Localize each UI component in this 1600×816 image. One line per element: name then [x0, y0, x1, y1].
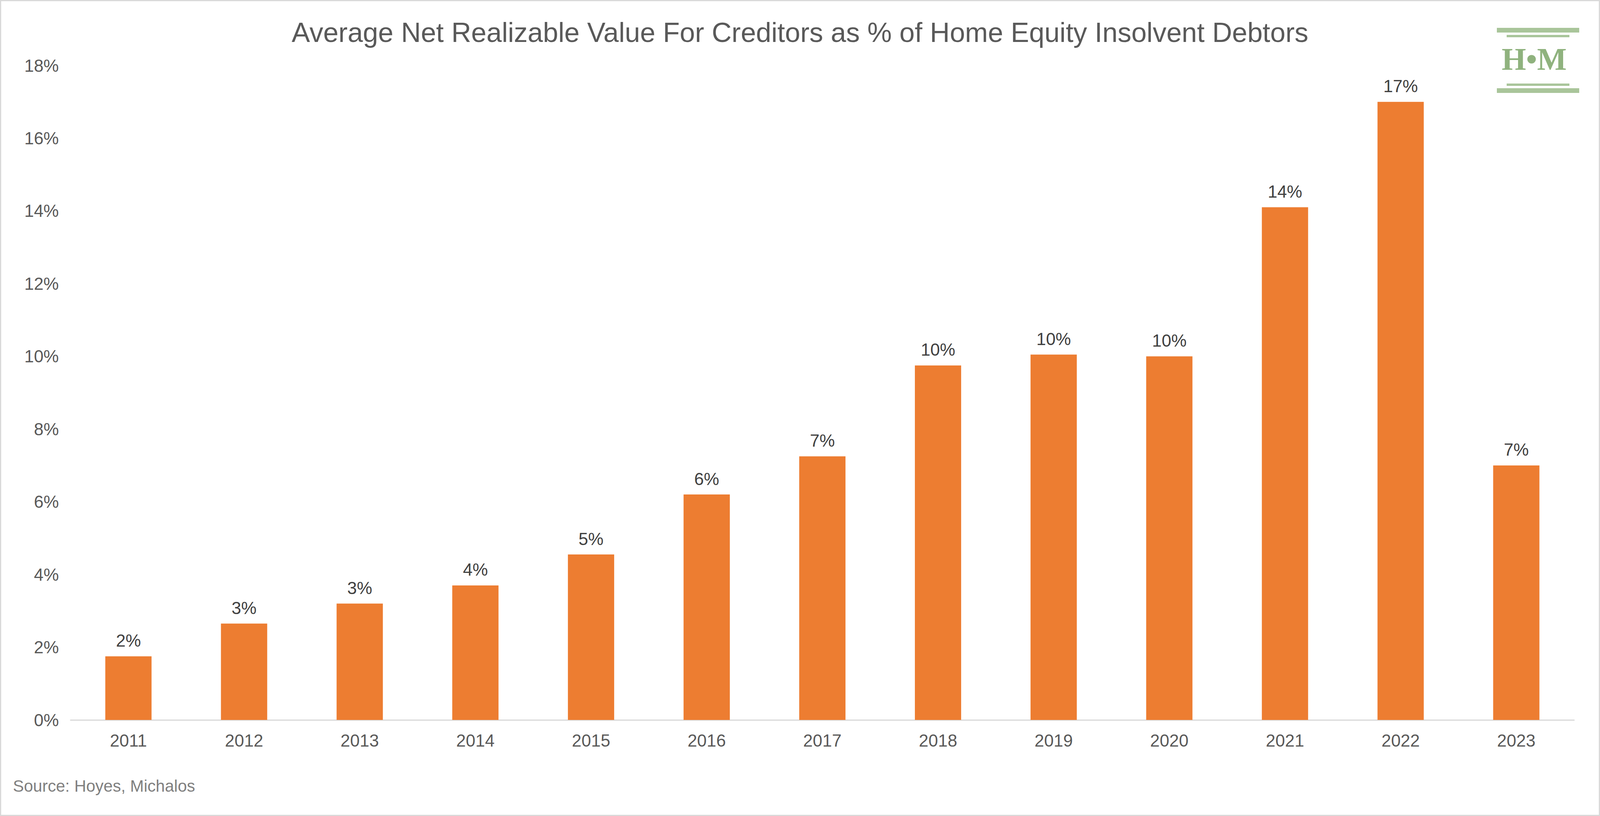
svg-text:2013: 2013	[340, 730, 379, 751]
svg-text:10%: 10%	[24, 346, 59, 366]
svg-text:2022: 2022	[1381, 730, 1420, 751]
svg-text:2017: 2017	[803, 730, 842, 751]
svg-text:2012: 2012	[224, 730, 264, 751]
svg-text:10%: 10%	[920, 340, 956, 360]
svg-text:2014: 2014	[456, 730, 495, 751]
svg-text:17%: 17%	[1383, 76, 1419, 96]
svg-text:4%: 4%	[462, 560, 488, 580]
svg-text:Source: Hoyes, Michalos: Source: Hoyes, Michalos	[12, 776, 196, 796]
svg-text:6%: 6%	[694, 469, 720, 489]
svg-text:8%: 8%	[33, 419, 59, 439]
svg-text:2019: 2019	[1034, 730, 1073, 751]
svg-text:0%: 0%	[33, 710, 59, 730]
svg-text:10%: 10%	[1152, 330, 1187, 351]
svg-text:18%: 18%	[24, 56, 59, 76]
svg-text:5%: 5%	[578, 529, 604, 549]
svg-text:12%: 12%	[24, 274, 59, 294]
svg-text:2011: 2011	[109, 730, 148, 751]
svg-text:2021: 2021	[1265, 730, 1305, 751]
svg-text:2018: 2018	[918, 730, 958, 751]
svg-text:2%: 2%	[116, 630, 142, 651]
svg-text:10%: 10%	[1036, 329, 1071, 349]
svg-text:3%: 3%	[347, 578, 373, 598]
svg-text:2%: 2%	[33, 637, 59, 657]
svg-text:Average Net Realizable Value F: Average Net Realizable Value For Credito…	[291, 17, 1309, 48]
svg-text:2016: 2016	[687, 730, 726, 751]
svg-text:6%: 6%	[33, 492, 59, 512]
svg-text:2020: 2020	[1150, 730, 1189, 751]
svg-text:14%: 14%	[1267, 181, 1303, 202]
svg-text:14%: 14%	[24, 201, 59, 221]
svg-text:H•M: H•M	[1501, 41, 1567, 77]
svg-text:2023: 2023	[1497, 730, 1536, 751]
svg-text:7%: 7%	[1503, 440, 1530, 460]
svg-text:3%: 3%	[231, 598, 257, 618]
svg-text:16%: 16%	[24, 128, 59, 148]
svg-text:4%: 4%	[33, 565, 59, 585]
svg-text:2015: 2015	[571, 730, 611, 751]
svg-text:7%: 7%	[809, 430, 835, 451]
